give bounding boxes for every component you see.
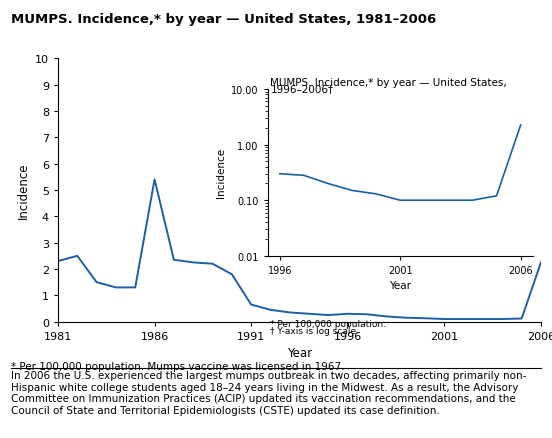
- Text: MUMPS. Incidence,* by year — United States, 1981–2006: MUMPS. Incidence,* by year — United Stat…: [11, 13, 436, 26]
- Text: 1996–2006†: 1996–2006†: [270, 84, 333, 94]
- Text: * Per 100,000 population. Mumps vaccine was licensed in 1967.: * Per 100,000 population. Mumps vaccine …: [11, 361, 344, 371]
- Text: In 2006 the U.S. experienced the largest mumps outbreak in two decades, affectin: In 2006 the U.S. experienced the largest…: [11, 370, 527, 415]
- Text: MUMPS. Incidence,* by year — United States,: MUMPS. Incidence,* by year — United Stat…: [270, 78, 507, 88]
- X-axis label: Year: Year: [389, 281, 411, 291]
- Text: * Per 100,000 population.: * Per 100,000 population.: [270, 320, 386, 329]
- X-axis label: Year: Year: [287, 346, 312, 360]
- Text: † Y-axis is log scale.: † Y-axis is log scale.: [270, 326, 359, 336]
- Y-axis label: Incidence: Incidence: [216, 148, 226, 198]
- Y-axis label: Incidence: Incidence: [17, 162, 29, 219]
